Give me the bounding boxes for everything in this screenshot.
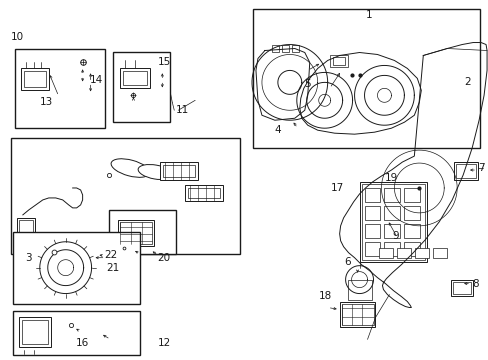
Text: 8: 8 (471, 279, 477, 289)
Bar (384, 242, 400, 256)
Bar (112, 53, 170, 122)
Bar (160, 162, 198, 180)
Bar (120, 68, 150, 88)
Bar (332, 58, 344, 66)
Bar (291, 45, 298, 53)
Bar (271, 45, 278, 53)
Bar (384, 224, 400, 238)
Ellipse shape (138, 165, 172, 180)
Bar (185, 185, 223, 201)
Bar (13, 311, 140, 355)
Bar (19, 318, 51, 347)
Text: 5: 5 (304, 79, 310, 89)
Bar (118, 220, 154, 246)
Bar (455, 164, 475, 178)
Bar (120, 222, 152, 244)
Bar (364, 224, 380, 238)
Bar (347, 280, 371, 300)
Text: 17: 17 (330, 183, 344, 193)
Bar (404, 206, 420, 220)
Bar (364, 242, 380, 256)
Text: 4: 4 (274, 125, 281, 135)
Bar (397, 248, 410, 258)
Text: 2: 2 (463, 77, 469, 87)
Bar (252, 9, 479, 148)
Bar (384, 188, 400, 202)
Bar (19, 220, 33, 232)
Bar (404, 224, 420, 238)
Bar (453, 162, 477, 180)
Text: 15: 15 (157, 58, 171, 67)
Bar (359, 182, 427, 262)
Bar (21, 68, 49, 90)
Bar (22, 320, 48, 345)
Bar (414, 248, 428, 258)
Bar (404, 188, 420, 202)
Text: 19: 19 (384, 173, 397, 183)
Text: 9: 9 (391, 231, 398, 241)
Text: 6: 6 (344, 257, 350, 267)
Bar (19, 233, 33, 243)
Text: 14: 14 (90, 75, 103, 85)
Bar (364, 206, 380, 220)
Text: 1: 1 (366, 10, 372, 20)
Bar (15, 49, 104, 128)
Bar (452, 282, 470, 293)
Bar (281, 45, 288, 53)
Bar (361, 184, 425, 260)
Bar (17, 218, 35, 246)
Bar (123, 71, 147, 85)
Text: 10: 10 (10, 32, 23, 41)
Bar (384, 206, 400, 220)
Bar (188, 188, 220, 198)
Text: 12: 12 (157, 338, 171, 348)
Text: 21: 21 (106, 263, 119, 273)
Bar (11, 138, 240, 254)
Bar (13, 232, 140, 303)
Text: 7: 7 (477, 163, 484, 173)
Text: 20: 20 (158, 253, 170, 263)
Bar (379, 248, 393, 258)
Bar (450, 280, 472, 296)
Bar (339, 302, 375, 328)
Text: 11: 11 (175, 105, 188, 115)
Bar (329, 55, 347, 67)
Bar (163, 165, 195, 177)
Text: 18: 18 (318, 291, 332, 301)
Bar (108, 210, 176, 254)
Text: 22: 22 (103, 250, 117, 260)
Text: 16: 16 (76, 338, 89, 348)
Bar (341, 303, 373, 325)
Text: 13: 13 (40, 97, 53, 107)
Bar (404, 242, 420, 256)
Bar (432, 248, 447, 258)
Text: 3: 3 (25, 253, 32, 263)
Bar (24, 71, 46, 87)
Bar (364, 188, 380, 202)
Ellipse shape (111, 159, 149, 177)
